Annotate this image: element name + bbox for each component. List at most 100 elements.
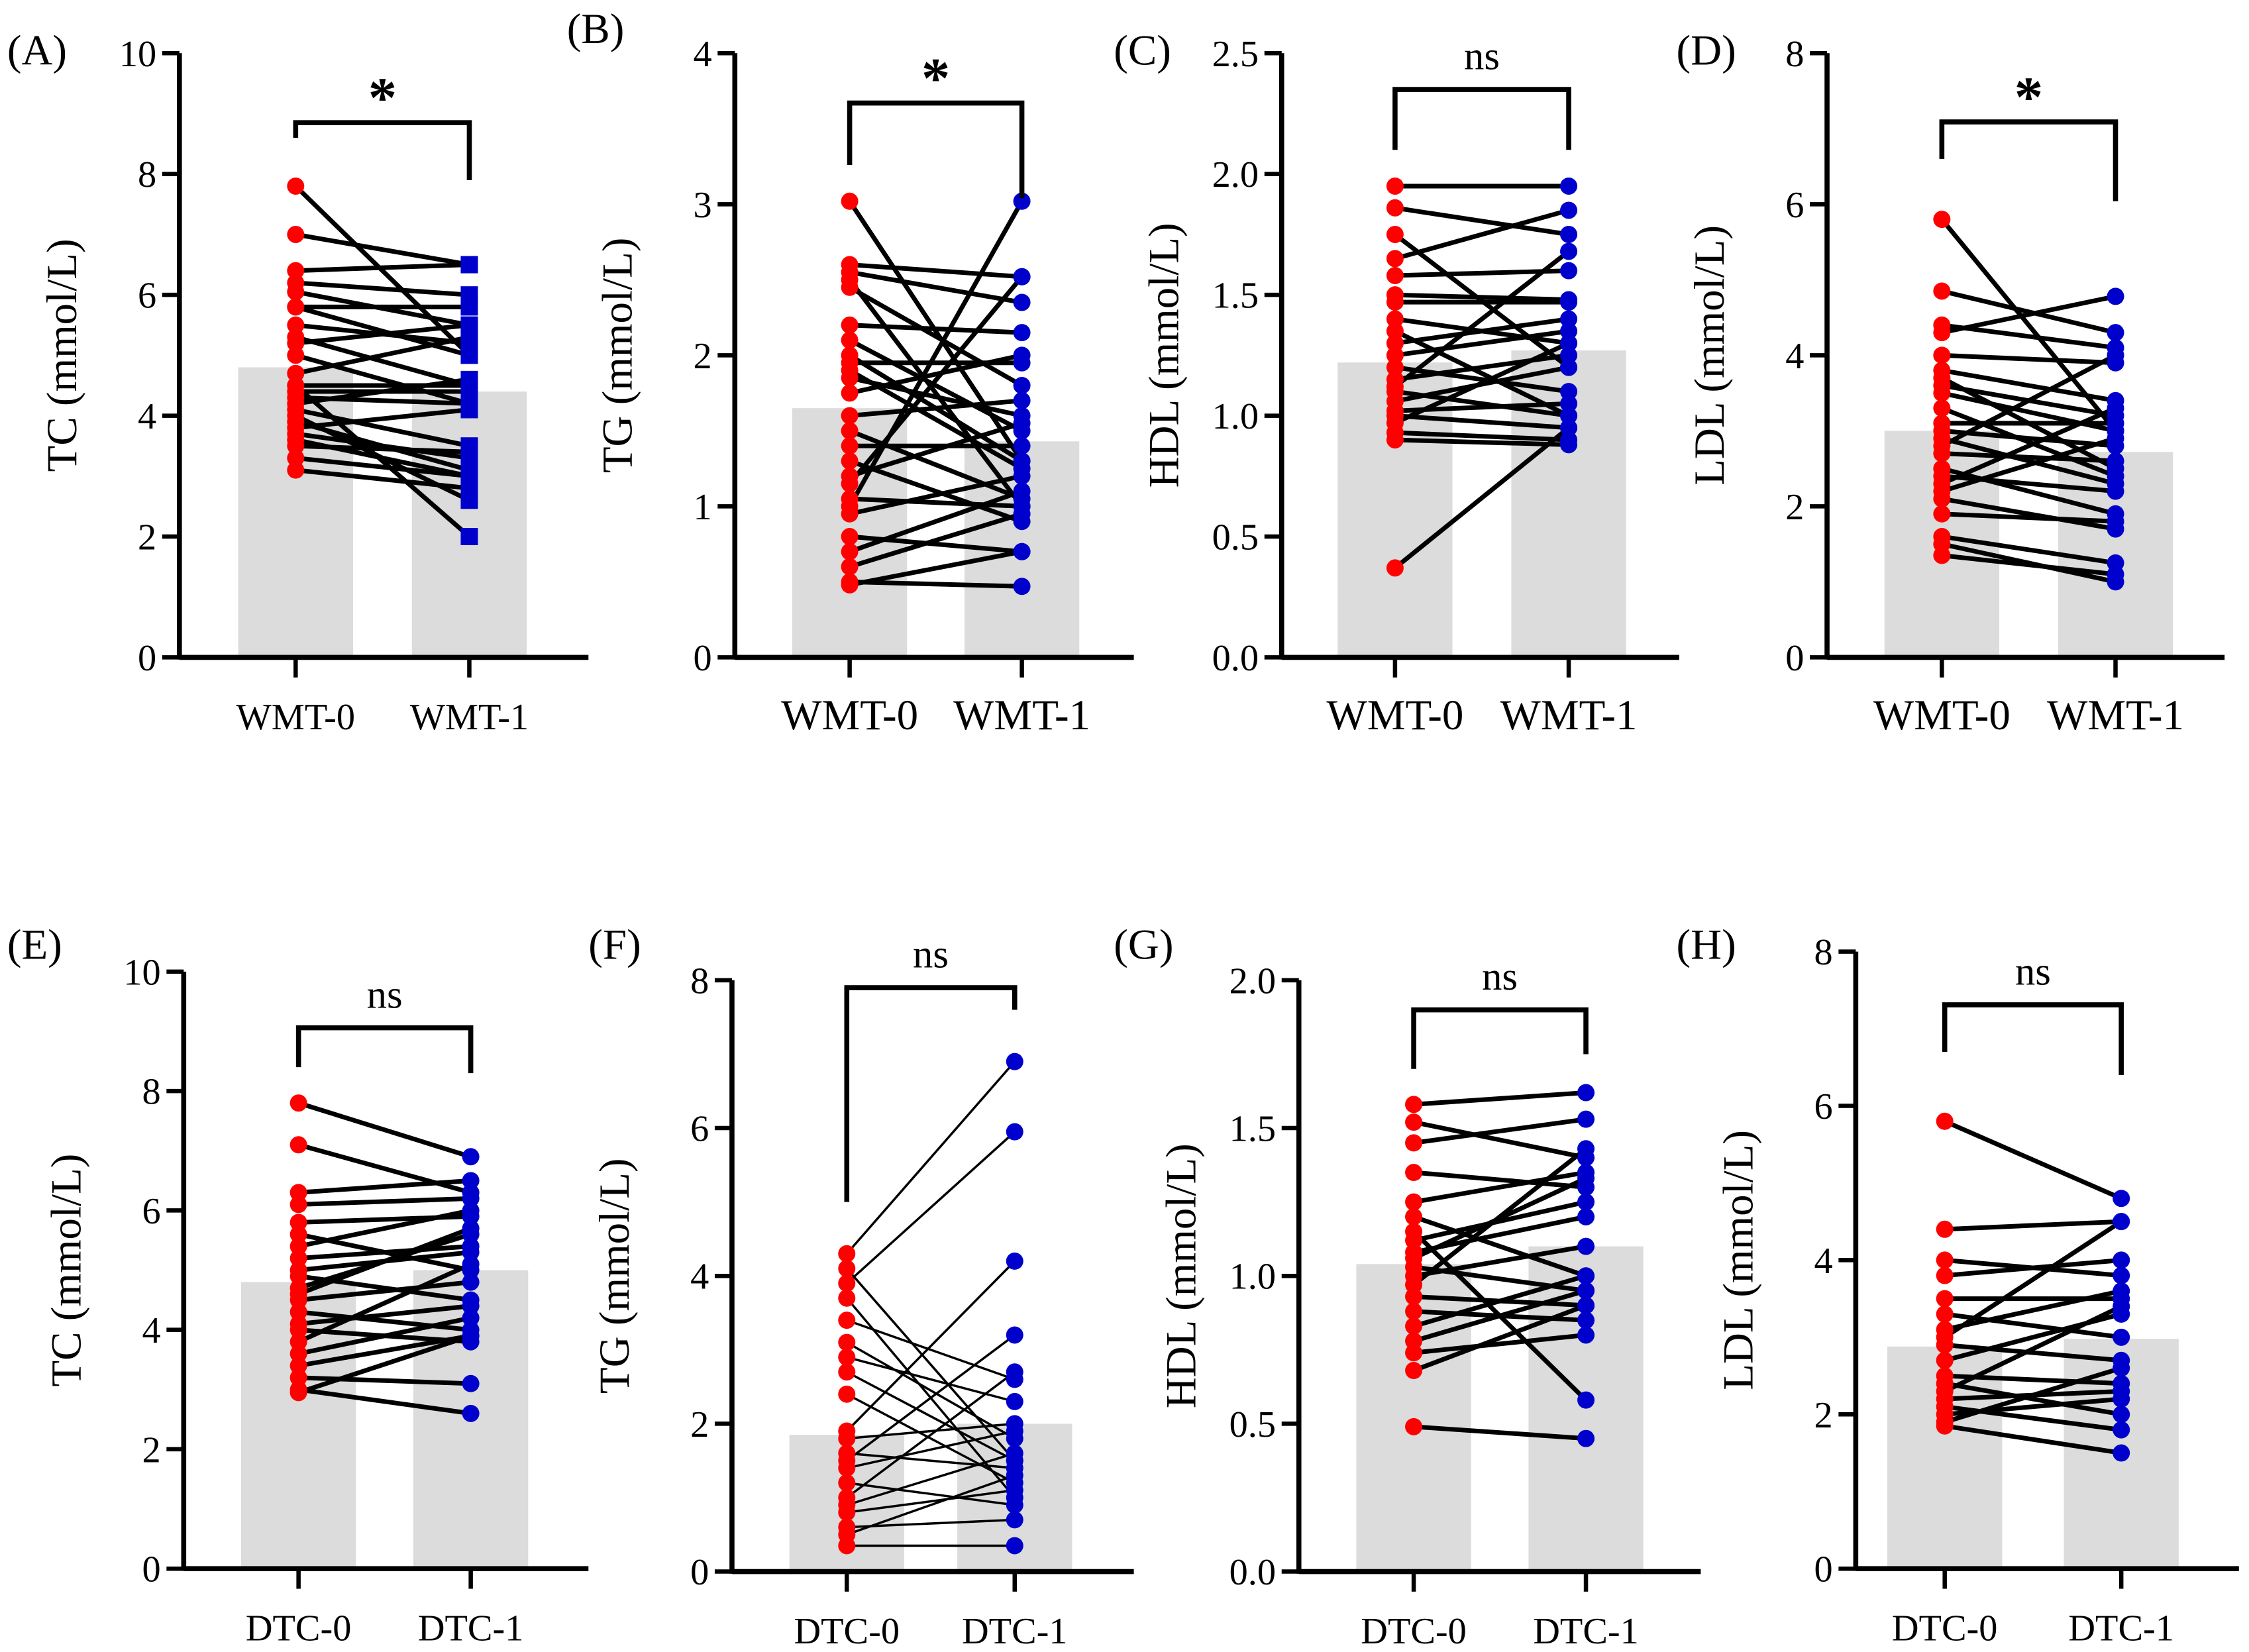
y-tick-label: 0: [1814, 1549, 1833, 1590]
pair-line: [1943, 1219, 2123, 1339]
point-after: [460, 401, 478, 419]
panel-a: (A) 0 2 4 6 8 10 WMT-0 WMT-1 TC (mmol/L) *: [7, 27, 589, 738]
point-after: [2107, 399, 2124, 417]
point-before: [289, 1321, 307, 1339]
point-before: [838, 1260, 856, 1278]
point-before: [841, 369, 859, 387]
pair-line: [1412, 1176, 1587, 1261]
y-tick-label: 2: [1814, 1395, 1833, 1436]
pair-line: [1940, 353, 2117, 448]
pair-line: [846, 1429, 1016, 1470]
pair-line: [1940, 406, 2117, 486]
point-after: [1006, 1496, 1023, 1514]
point-after: [2107, 346, 2124, 364]
point-after: [1013, 324, 1031, 342]
pair-line: [1413, 1200, 1587, 1243]
point-before: [841, 475, 859, 493]
pair-line: [1944, 1343, 2122, 1363]
x-tick-label: WMT-0: [781, 692, 918, 739]
pair-line: [846, 1319, 1016, 1381]
point-before: [1405, 1193, 1423, 1211]
point-before: [1405, 1302, 1423, 1320]
significance-label: *: [921, 46, 950, 110]
pair-line: [1944, 1119, 2122, 1201]
point-before: [841, 528, 859, 546]
y-tick-label: 1: [693, 487, 711, 528]
x-tick-label: WMT-1: [953, 692, 1090, 739]
pair-line: [294, 384, 471, 539]
point-before: [841, 437, 859, 455]
point-after: [2113, 1421, 2130, 1439]
point-after: [2113, 1390, 2130, 1408]
point-after: [2113, 1282, 2130, 1300]
y-tick-label: 4: [1814, 1241, 1833, 1282]
point-after: [460, 443, 478, 461]
point-before: [1405, 1362, 1423, 1380]
point-after: [1013, 414, 1031, 432]
point-after: [460, 461, 478, 479]
point-before: [1386, 293, 1404, 311]
point-before: [841, 505, 859, 523]
y-tick-label: 4: [690, 1257, 709, 1298]
pair-line: [1413, 1090, 1587, 1107]
significance-label: ns: [2015, 950, 2051, 994]
point-after: [1013, 268, 1031, 285]
point-before: [841, 278, 859, 296]
point-after: [2107, 460, 2124, 478]
point-after: [1013, 578, 1031, 595]
point-before: [1386, 335, 1404, 352]
point-before: [1405, 1223, 1423, 1241]
pair-line: [1413, 1170, 1587, 1205]
pair-line: [1394, 340, 1570, 425]
panel-b: (B) 0 1 2 3 4 WMT-0 WMT-1 TG (mmol/L) *: [567, 5, 1134, 739]
pair-line: [849, 489, 1023, 554]
x-tick-label: DTC-1: [418, 1608, 524, 1649]
point-after: [462, 1202, 480, 1219]
point-after: [1560, 322, 1578, 340]
point-after: [1560, 242, 1578, 260]
point-before: [841, 576, 859, 594]
point-after: [1560, 383, 1578, 401]
y-tick-label: 4: [142, 1310, 160, 1351]
point-after: [2113, 1251, 2130, 1269]
x-tick-label: DTC-1: [962, 1611, 1068, 1652]
panel-label: (C): [1114, 27, 1171, 75]
pair-line: [846, 1452, 1016, 1506]
y-tick-label: 6: [138, 276, 156, 317]
point-before: [289, 1237, 307, 1255]
point-before: [841, 558, 859, 576]
x-tick-label: WMT-1: [2047, 692, 2184, 739]
point-before: [289, 1303, 307, 1321]
point-after: [2113, 1444, 2130, 1462]
x-tick-label: WMT-1: [410, 697, 529, 738]
point-before: [287, 298, 305, 316]
pair-line: [1394, 365, 1569, 394]
point-after: [2107, 566, 2124, 584]
y-axis-label: TG (mmol/L): [591, 1158, 639, 1394]
pair-line: [849, 474, 1023, 517]
point-before: [838, 1474, 856, 1492]
pair-line: [845, 1060, 1016, 1255]
point-before: [289, 1368, 307, 1386]
y-tick-label: 2.5: [1212, 34, 1259, 75]
point-after: [1013, 505, 1031, 523]
pair-line: [849, 270, 1023, 305]
point-before: [1386, 250, 1404, 268]
significance-label: ns: [1464, 34, 1500, 79]
point-before: [287, 461, 305, 479]
y-tick-label: 1.0: [1229, 1257, 1276, 1298]
pair-line: [849, 352, 1023, 395]
significance-bracket: [844, 985, 1018, 1202]
point-after: [460, 480, 478, 497]
point-before: [289, 1267, 307, 1285]
point-before: [1933, 384, 1951, 402]
point-after: [460, 370, 478, 388]
significance-bracket: [293, 120, 472, 180]
pair-line: [847, 1422, 1015, 1440]
point-before: [1936, 1305, 1954, 1323]
point-after: [2113, 1213, 2130, 1231]
pair-line: [1394, 352, 1569, 382]
significance-bracket: [295, 1025, 474, 1074]
y-tick-label: 6: [690, 1109, 709, 1150]
point-before: [287, 346, 305, 364]
